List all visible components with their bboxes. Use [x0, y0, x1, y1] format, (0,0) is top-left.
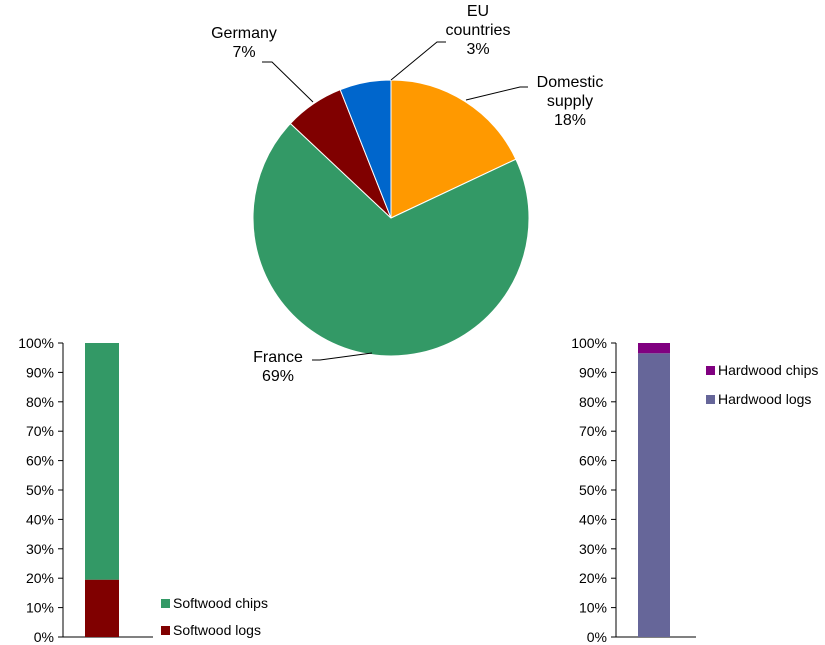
y-tick-label: 100%	[571, 335, 607, 351]
hardwood-stacked-bar-chart: 0% 10% 20% 30% 40% 50% 60% 70% 80% 90% 100% Hardwoo…	[571, 335, 818, 645]
y-tick-label: 100%	[18, 335, 54, 351]
pie-leader-line	[465, 86, 528, 101]
bar-segment-hardwood-chips	[638, 343, 670, 354]
pie-percent-label: 3%	[466, 41, 489, 58]
bar-segment-hardwood-logs	[638, 353, 670, 637]
pie-category-label: countries	[446, 22, 511, 39]
pie-category-label: EU	[467, 3, 489, 20]
pie-leader-line	[390, 41, 446, 81]
y-tick-label: 60%	[579, 453, 607, 469]
pie-percent-label: 18%	[554, 112, 586, 129]
legend-swatch-hardwood-chips	[706, 366, 715, 375]
legend-label-softwood-logs: Softwood logs	[173, 622, 261, 638]
softwood-stacked-bar-chart: 0% 10% 20% 30% 40% 50% 60% 70% 80% 90% 100% Softwoo…	[18, 335, 268, 645]
pie-percent-label: 7%	[232, 44, 255, 61]
y-tick-label: 70%	[26, 423, 54, 439]
y-tick-label: 30%	[26, 541, 54, 557]
bar-segment-softwood-chips	[85, 343, 119, 580]
pie-percent-label: 69%	[262, 368, 294, 385]
y-tick-label: 20%	[579, 570, 607, 586]
y-tick-label: 90%	[579, 364, 607, 380]
pie-slice-eu-countries	[339, 79, 392, 219]
y-tick-label: 0%	[34, 629, 54, 645]
bar-segment-softwood-logs	[85, 579, 119, 637]
y-tick-label: 20%	[26, 570, 54, 586]
pie-chart: Domestic supply 18% France 69% Germany 7% EU cou…	[211, 3, 603, 385]
y-tick-label: 60%	[26, 453, 54, 469]
pie-slice-domestic-supply	[390, 79, 517, 219]
y-tick-label: 40%	[579, 511, 607, 527]
y-tick-label: 70%	[579, 423, 607, 439]
pie-category-label: France	[253, 349, 303, 366]
legend-label-hardwood-chips: Hardwood chips	[718, 362, 818, 378]
legend-swatch-hardwood-logs	[706, 395, 715, 404]
y-tick-label: 80%	[579, 394, 607, 410]
pie-leader-line	[262, 61, 314, 103]
legend-swatch-softwood-logs	[161, 626, 170, 635]
y-tick-label: 40%	[26, 511, 54, 527]
legend-label-softwood-chips: Softwood chips	[173, 595, 268, 611]
y-tick-label: 80%	[26, 394, 54, 410]
y-tick-label: 90%	[26, 364, 54, 380]
pie-category-label: supply	[547, 93, 593, 110]
legend-swatch-softwood-chips	[161, 599, 170, 608]
pie-category-label: Germany	[211, 25, 277, 42]
pie-category-label: Domestic	[537, 74, 604, 91]
y-tick-label: 10%	[26, 600, 54, 616]
y-tick-label: 10%	[579, 600, 607, 616]
y-tick-label: 0%	[587, 629, 607, 645]
y-tick-label: 50%	[579, 482, 607, 498]
y-tick-label: 50%	[26, 482, 54, 498]
y-tick-label: 30%	[579, 541, 607, 557]
legend-label-hardwood-logs: Hardwood logs	[718, 391, 811, 407]
pie-slice-france	[252, 122, 530, 357]
pie-leader-line	[312, 352, 373, 361]
